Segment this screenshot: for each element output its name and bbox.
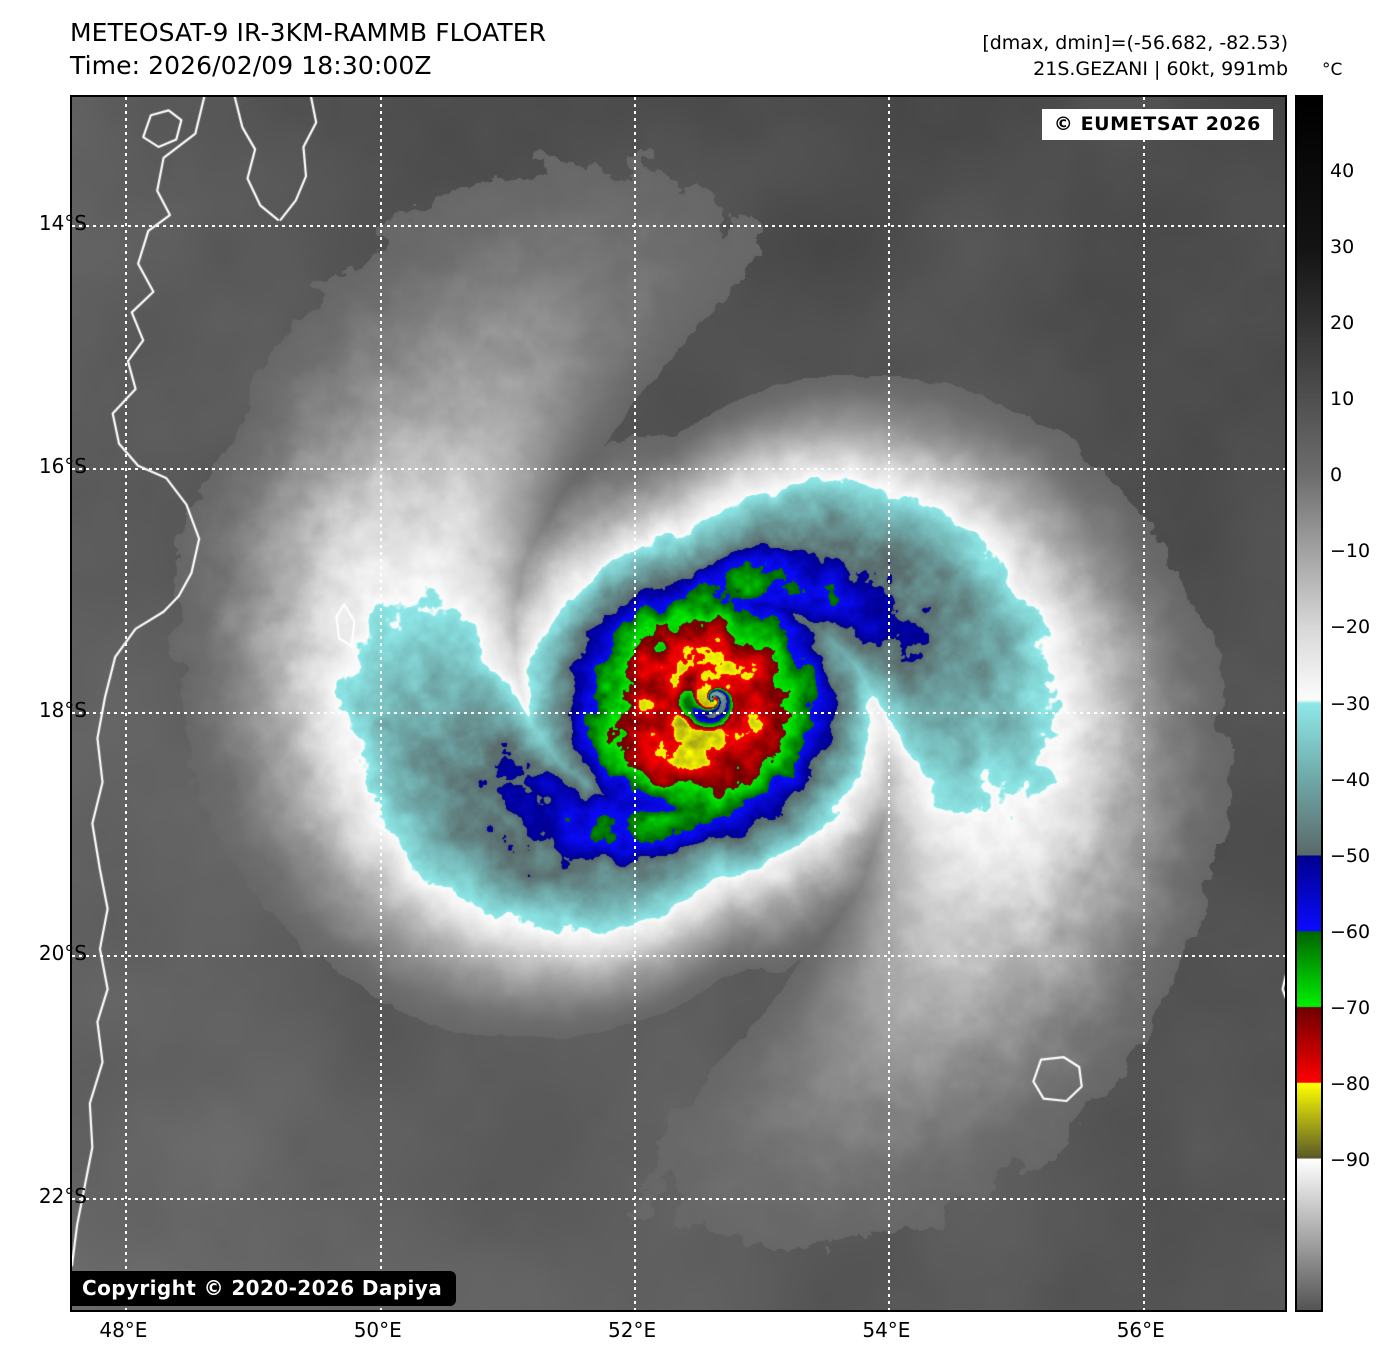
satellite-image-panel[interactable]: © EUMETSAT 2026 Copyright © 2020-2026 Da… (70, 95, 1287, 1312)
eumetsat-credit-badge: © EUMETSAT 2026 (1041, 109, 1273, 140)
tick-label-lat-3: 20°S (38, 940, 87, 965)
colorbar-tick-11: −70 (1330, 996, 1371, 1019)
colorbar-tick-9: −50 (1330, 844, 1371, 867)
dmax-dmin-label: [dmax, dmin]=(-56.682, -82.53) (982, 32, 1288, 54)
colorbar-tick-12: −80 (1330, 1072, 1371, 1095)
tick-label-lat-0: 14°S (38, 210, 87, 235)
header-meta: [dmax, dmin]=(-56.682, -82.53) 21S.GEZAN… (982, 30, 1288, 82)
colorbar-gradient (1297, 97, 1321, 1310)
colorbar-tick-0: 40 (1330, 160, 1355, 183)
colorbar-tick-2: 20 (1330, 312, 1355, 335)
page-title: METEOSAT-9 IR-3KM-RAMMB FLOATER Time: 20… (70, 16, 546, 82)
copyright-badge: Copyright © 2020-2026 Dapiya (72, 1271, 457, 1306)
colorbar-tick-4: 0 (1330, 464, 1343, 487)
colorbar-tick-13: −90 (1330, 1148, 1371, 1171)
colorbar-tick-10: −60 (1330, 920, 1371, 943)
product-title: METEOSAT-9 IR-3KM-RAMMB FLOATER (70, 18, 547, 47)
colorbar-tick-8: −40 (1330, 768, 1371, 791)
timestamp-label: Time: 2026/02/09 18:30:00Z (70, 51, 432, 80)
colorbar-tick-5: −10 (1330, 540, 1371, 563)
tick-label-lat-2: 18°S (38, 697, 87, 722)
colorbar-unit-label: °C (1322, 60, 1343, 80)
colorbar-tick-1: 30 (1330, 236, 1355, 259)
storm-info-label: 21S.GEZANI | 60kt, 991mb (1033, 58, 1288, 80)
tick-label-lon-0: 48°E (99, 1318, 148, 1342)
tick-label-lat-1: 16°S (38, 454, 87, 479)
tick-label-lon-2: 52°E (608, 1318, 657, 1342)
tick-label-lon-1: 50°E (353, 1318, 402, 1342)
temperature-colorbar[interactable] (1295, 95, 1323, 1312)
tick-label-lon-3: 54°E (862, 1318, 911, 1342)
colorbar-tick-7: −30 (1330, 692, 1371, 715)
colorbar-tick-3: 10 (1330, 388, 1355, 411)
colorbar-tick-6: −20 (1330, 616, 1371, 639)
infrared-satellite-imagery (72, 97, 1285, 1310)
tick-label-lat-4: 22°S (38, 1184, 87, 1209)
tick-label-lon-4: 56°E (1116, 1318, 1165, 1342)
